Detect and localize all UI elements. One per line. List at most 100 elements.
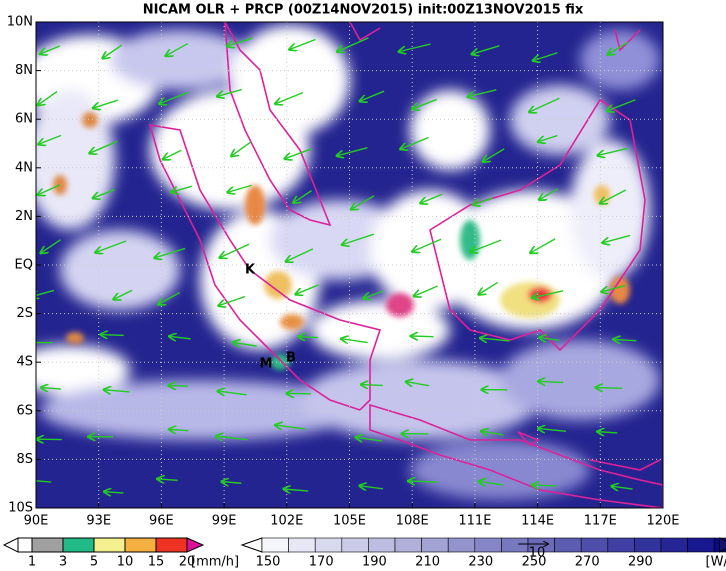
colorbar-label: 270 (575, 555, 600, 570)
wind-arrow (337, 147, 368, 156)
wind-arrow (360, 90, 385, 101)
wind-arrow (231, 141, 252, 156)
lat-label: EQ (15, 258, 33, 273)
wind-arrow (285, 148, 312, 159)
wind-arrow (351, 195, 375, 209)
wind-arrow (158, 479, 178, 480)
colorbar-segment (314, 537, 343, 553)
wind-arrow (276, 425, 306, 429)
wind-arrow (233, 342, 257, 346)
wind-arrow (103, 44, 123, 58)
reference-label: 10 (529, 546, 546, 561)
wind-arrow (342, 233, 375, 244)
colorbar-segment (93, 537, 126, 553)
colorbar-label: 1 (28, 555, 36, 570)
colorbar-segment (261, 537, 289, 553)
map-area (36, 22, 663, 508)
colorbar-label: 5 (90, 555, 98, 570)
wind-arrow (286, 248, 314, 262)
lat-label: 6N (15, 112, 33, 127)
wind-arrow (538, 134, 558, 142)
wind-arrow (612, 486, 633, 489)
colorbar-label: 210 (415, 555, 440, 570)
wind-arrow (608, 41, 629, 54)
colorbar-label: 250 (522, 555, 547, 570)
colorbar-segment (62, 537, 95, 553)
wind-arrow (166, 42, 189, 56)
colorbar-label: 10 (117, 555, 134, 570)
wind-arrow (293, 190, 312, 203)
lat-label: 4N (15, 160, 33, 175)
wind-arrow (169, 429, 189, 430)
wind-arrow (216, 436, 248, 439)
wind-arrow (468, 89, 497, 97)
wind-arrow (361, 385, 383, 386)
wind-arrow (539, 188, 559, 200)
colorbar-segment (447, 537, 476, 553)
lon-label: 96E (149, 514, 174, 529)
colorbar-segment (17, 537, 33, 553)
lon-label: 117E (584, 514, 617, 529)
colorbar-segment (394, 537, 422, 553)
colorbar-label: 15 (148, 555, 165, 570)
wind-arrow (479, 481, 504, 484)
lon-label: 93E (86, 514, 111, 529)
wind-arrow (158, 291, 181, 305)
wind-arrow (38, 184, 61, 195)
lon-label: 120E (646, 514, 679, 529)
wind-arrow (532, 485, 557, 486)
colorbar-end (240, 537, 263, 553)
colorbar-segment (660, 537, 688, 553)
wind-arrow (220, 243, 250, 257)
wind-arrow (602, 284, 626, 292)
wind-arrow (40, 45, 61, 54)
wind-arrow (600, 189, 627, 203)
colorbar-unit: [mm/h] (191, 555, 239, 570)
wind-arrow (299, 337, 319, 338)
lon-label: 111E (458, 514, 491, 529)
colorbar-segment (501, 537, 529, 553)
colorbar-label: 20 (179, 555, 196, 570)
wind-arrow (93, 99, 118, 108)
lon-label: 90E (24, 514, 49, 529)
lat-label: 4S (16, 355, 33, 370)
wind-arrow (480, 338, 510, 341)
colorbar-segment (554, 537, 582, 553)
wind-arrow (36, 289, 55, 296)
wind-arrow (104, 390, 130, 392)
wind-arrow (104, 492, 124, 493)
colorbar-label: 150 (256, 555, 281, 570)
station-label: M (260, 357, 273, 372)
wind-arrow (93, 189, 115, 198)
wind-arrow (38, 91, 58, 105)
wind-arrow (159, 91, 189, 103)
coastlines (148, 22, 663, 508)
colorbar-label: 290 (628, 555, 653, 570)
wind-arrow (538, 428, 566, 431)
wind-arrow (169, 386, 189, 387)
wind-arrow (39, 134, 62, 144)
wind-arrow (360, 486, 383, 489)
lon-label: 108E (396, 514, 429, 529)
wind-arrow (614, 339, 637, 340)
colorbar-unit: [W/m^2] (706, 555, 726, 570)
wind-arrow (479, 281, 498, 294)
wind-arrow (337, 37, 369, 52)
wind-arrow (408, 481, 438, 482)
wind-arrow (471, 239, 502, 252)
colorbar-end (2, 537, 19, 553)
wind-arrow (401, 136, 429, 149)
wind-arrow (296, 284, 319, 294)
wind-arrow (473, 197, 493, 205)
colorbar-label: 190 (362, 555, 387, 570)
colorbar-segment (155, 537, 188, 553)
station-label: K (245, 263, 256, 278)
colorbar-segment (124, 537, 157, 553)
lat-label: 2N (15, 209, 33, 224)
title: NICAM OLR + PRCP (00Z14NOV2015) init:00Z… (143, 3, 584, 18)
wind-arrow (529, 97, 560, 112)
colorbar-end (186, 537, 205, 553)
wind-arrow (421, 193, 443, 203)
colorbar-segment (421, 537, 449, 553)
